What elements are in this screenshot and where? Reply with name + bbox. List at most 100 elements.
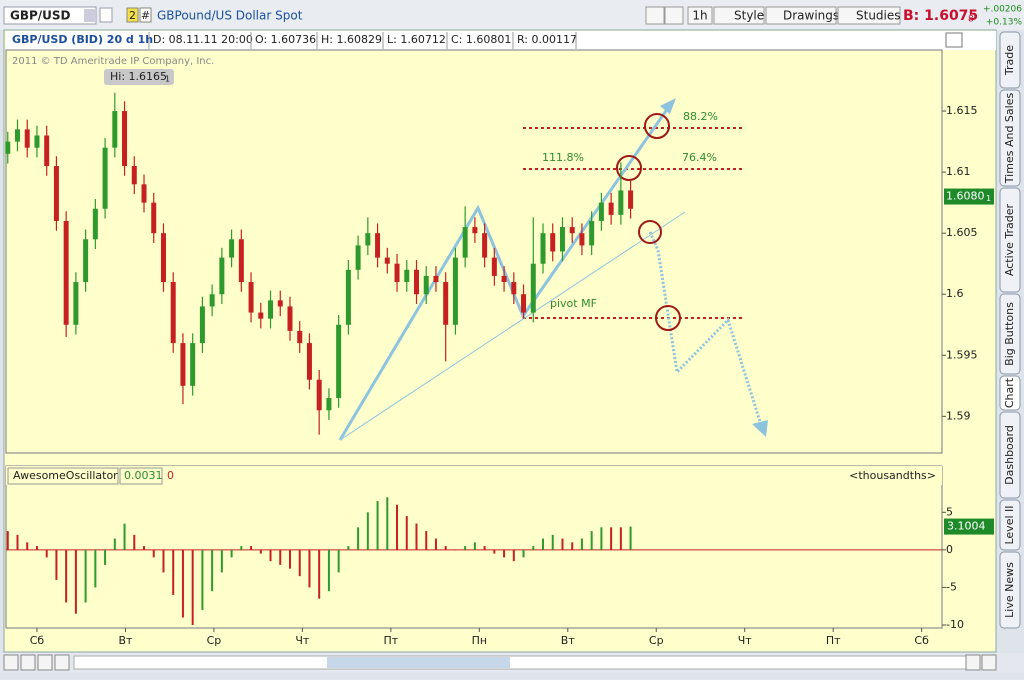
osc-bar (318, 549, 321, 599)
osc-bar (230, 549, 233, 558)
studies-button[interactable] (837, 6, 901, 25)
candle-body (180, 343, 186, 386)
info-cell: O: 1.60736 (255, 33, 316, 46)
style-button[interactable] (713, 6, 765, 25)
candle-body (618, 190, 624, 215)
scroll-right[interactable] (965, 654, 981, 671)
side-tab[interactable] (999, 551, 1021, 629)
candle-body (511, 282, 517, 295)
zoom-in-button[interactable] (20, 654, 36, 671)
info-bar (6, 31, 996, 50)
osc-bar (357, 527, 360, 550)
side-tab-label: Live News (1003, 562, 1016, 618)
hash-box[interactable] (139, 7, 152, 23)
candle-body (569, 227, 575, 234)
candle-body (44, 135, 50, 167)
candle-body (102, 147, 108, 209)
y-tick-label: 1.61 (946, 165, 971, 178)
side-tab-label: Times And Sales (1003, 93, 1016, 185)
candle-body (394, 263, 400, 283)
osc-bar (104, 549, 107, 565)
side-tab-label: Dashboard (1003, 425, 1016, 485)
info-cells: GBP/USD (BID) 20 d 1h D: 08.11.11 20:00 O:… (12, 32, 577, 49)
candle-body (141, 184, 147, 203)
x-tick-label: Вт (118, 634, 133, 647)
osc-bar (629, 526, 632, 550)
osc-bar (123, 523, 126, 550)
osc-bar (84, 549, 87, 603)
scroll-track[interactable] (73, 655, 967, 670)
fib-label: 111.8% (542, 151, 584, 164)
osc-bar (143, 546, 146, 550)
osc-bar (444, 546, 447, 550)
x-tick-label: Ср (649, 634, 664, 647)
drawings-button[interactable] (765, 6, 837, 25)
candle-body (355, 245, 361, 270)
osc-header-value: 0.0031 (124, 469, 163, 482)
osc-bar (415, 523, 418, 550)
osc-bar (162, 549, 165, 573)
y-tick-label: -10 (946, 618, 964, 631)
x-tick-label: Чт (738, 634, 753, 647)
candle-body (501, 275, 507, 283)
side-tab[interactable] (999, 375, 1021, 411)
osc-bar (152, 549, 155, 558)
candle-body (287, 306, 293, 331)
osc-bar (191, 549, 194, 625)
style: Style (734, 9, 764, 23)
side-tab[interactable] (999, 411, 1021, 499)
osc-bar (619, 527, 622, 550)
osc-bar (571, 542, 574, 550)
side-tab[interactable] (999, 187, 1021, 293)
tool-button[interactable] (664, 6, 684, 25)
side-tab[interactable] (999, 89, 1021, 187)
plots: 1.59 1.595 1.6 1.605 1.61 1.615 1.6080 1 -10 -5 0 5… (5, 92, 994, 647)
drawings: Drawings (783, 9, 839, 23)
osc-bar (35, 546, 38, 550)
hi-suffix: 1 (165, 75, 170, 84)
pan-button[interactable] (54, 654, 70, 671)
fib-label: 88.2% (683, 110, 718, 123)
symbol-dropdown[interactable] (84, 9, 96, 22)
candle-body (160, 233, 166, 283)
interval-button[interactable] (687, 6, 713, 25)
candle-body (83, 239, 89, 283)
circle-marker (638, 220, 662, 244)
osc-bar (396, 504, 399, 550)
side-tab-label: Level II (1003, 505, 1016, 544)
hi-label: Hi: 1.6165 (110, 70, 167, 83)
last-price-suffix: 1 (986, 194, 991, 203)
zoom-out-button[interactable] (37, 654, 53, 671)
side-tab[interactable] (999, 293, 1021, 375)
expand-button[interactable] (981, 654, 997, 671)
candle-body (170, 282, 176, 344)
osc-bar (434, 538, 437, 550)
candle-body (24, 129, 30, 148)
candle-body (413, 269, 419, 295)
osc-bar (473, 542, 476, 550)
chart-settings[interactable] (945, 32, 963, 48)
candle-body (268, 300, 274, 319)
osc-bar (590, 531, 593, 550)
crosshair-button[interactable] (3, 654, 19, 671)
bid: B: 1.6075 (903, 8, 978, 24)
osc-bar (26, 542, 29, 550)
side-tab[interactable] (999, 499, 1021, 551)
info-cell: D: 08.11.11 20:00 (153, 33, 253, 46)
osc-bar (493, 549, 496, 554)
candle-body (34, 135, 40, 148)
y-tick-label: 1.615 (946, 104, 978, 117)
candle-body (579, 233, 585, 246)
candle-body (384, 257, 390, 264)
candle-body (306, 343, 312, 380)
symbol-menu[interactable] (99, 7, 113, 23)
osc-value-box (119, 467, 163, 485)
side-tab[interactable] (999, 31, 1021, 89)
osc-units: <thousandths> (849, 469, 936, 482)
link-box[interactable] (126, 7, 139, 23)
drawings (338, 98, 768, 441)
scroll-thumb[interactable] (327, 657, 510, 668)
candle-body (550, 233, 556, 252)
tool-button[interactable] (645, 6, 665, 25)
